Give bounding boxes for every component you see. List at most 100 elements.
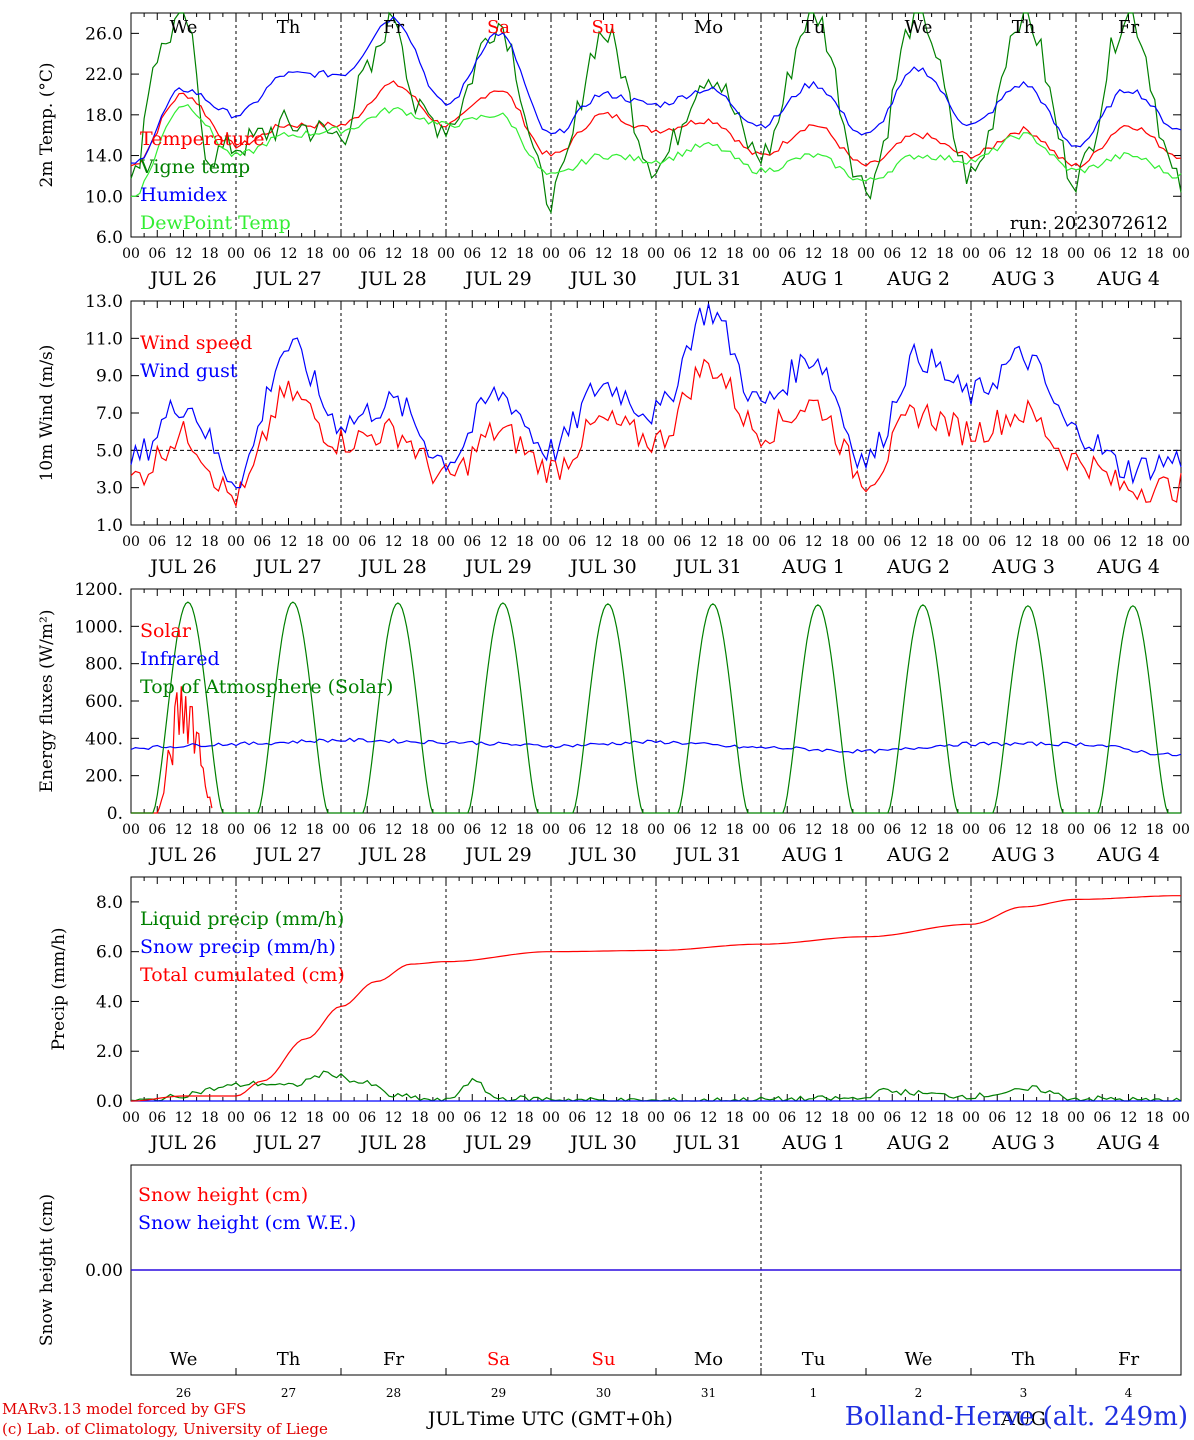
hour-label: 12: [1015, 822, 1033, 838]
hour-label: 00: [332, 822, 350, 838]
hour-label: 12: [280, 822, 298, 838]
weekday-label: Mo: [694, 17, 723, 38]
weekday-label: Sa: [487, 17, 510, 38]
month-label: AUG: [1000, 1408, 1046, 1430]
weekday-label: Fr: [383, 17, 404, 38]
day-number-label: 26: [176, 1386, 191, 1400]
hour-label: 06: [883, 822, 901, 838]
legend-entry: Total cumulated (cm): [140, 964, 345, 986]
date-label: JUL 27: [253, 1132, 321, 1154]
hour-label: 12: [1015, 1110, 1033, 1126]
hour-label: 12: [490, 246, 508, 262]
hour-label: 18: [621, 246, 639, 262]
month-label: JUL: [426, 1408, 465, 1430]
series-line-top-of-atmosphere-solar-: [131, 601, 1181, 814]
hour-label: 12: [385, 246, 403, 262]
legend-entry: Wind speed: [140, 332, 252, 354]
legend-entry: Snow precip (mm/h): [140, 936, 336, 958]
day-number-label: 30: [596, 1386, 611, 1400]
hour-label: 06: [358, 246, 376, 262]
day-number-label: 1: [810, 1386, 818, 1400]
date-label: JUL 31: [673, 844, 741, 866]
hour-label: 18: [1146, 822, 1164, 838]
hour-label: 00: [542, 1110, 560, 1126]
legend-entry: Top of Atmosphere (Solar): [140, 676, 393, 698]
hour-label: 12: [700, 534, 718, 550]
hour-label: 06: [358, 1110, 376, 1126]
hour-label: 12: [805, 246, 823, 262]
y-tick-label: 800.: [85, 655, 123, 675]
hour-label: 00: [122, 534, 140, 550]
date-label: AUG 4: [1096, 556, 1160, 578]
hour-label: 12: [1015, 534, 1033, 550]
hour-label: 12: [385, 534, 403, 550]
hour-label: 18: [516, 246, 534, 262]
date-label: JUL 26: [148, 556, 216, 578]
hour-label: 00: [227, 1110, 245, 1126]
y-tick-label: 14.0: [85, 147, 123, 167]
legend-entry: Snow height (cm W.E.): [138, 1212, 356, 1234]
hour-label: 00: [647, 1110, 665, 1126]
hour-label: 00: [857, 822, 875, 838]
hour-label: 18: [411, 246, 429, 262]
date-label: AUG 3: [991, 556, 1055, 578]
legend-entry: Temperature: [140, 128, 264, 150]
date-label: AUG 3: [991, 844, 1055, 866]
hour-label: 12: [280, 246, 298, 262]
hour-label: 18: [831, 246, 849, 262]
hour-label: 06: [673, 1110, 691, 1126]
day-number-label: 4: [1125, 1386, 1133, 1400]
date-label: AUG 4: [1096, 844, 1160, 866]
date-label: JUL 26: [148, 1132, 216, 1154]
legend-entry: Solar: [140, 620, 192, 642]
hour-label: 00: [752, 1110, 770, 1126]
weekday-label: Sa: [487, 1349, 510, 1370]
y-tick-label: 8.0: [96, 893, 123, 913]
hour-label: 12: [910, 534, 928, 550]
date-label: JUL 26: [148, 844, 216, 866]
hour-label: 12: [175, 1110, 193, 1126]
hour-label: 00: [962, 1110, 980, 1126]
hour-label: 06: [568, 822, 586, 838]
panel-frame: [130, 588, 1182, 814]
hour-label: 18: [1041, 246, 1059, 262]
hour-label: 06: [463, 246, 481, 262]
hour-label: 12: [595, 246, 613, 262]
hour-label: 06: [883, 246, 901, 262]
hour-label: 06: [673, 246, 691, 262]
legend-entry: Humidex: [140, 184, 227, 206]
hour-label: 06: [883, 1110, 901, 1126]
hour-label: 00: [437, 1110, 455, 1126]
hour-label: 06: [988, 1110, 1006, 1126]
hour-label: 12: [700, 822, 718, 838]
weekday-label: Fr: [383, 1349, 404, 1370]
hour-label: 00: [1172, 1110, 1190, 1126]
hour-label: 12: [805, 534, 823, 550]
x-axis-label: Time UTC (GMT+0h): [467, 1408, 673, 1430]
hour-label: 00: [227, 246, 245, 262]
date-label: JUL 31: [673, 556, 741, 578]
weekday-label: Th: [1012, 17, 1036, 38]
date-label: AUG 2: [886, 556, 950, 578]
hour-label: 12: [1120, 534, 1138, 550]
day-number-label: 29: [491, 1386, 506, 1400]
hour-label: 06: [1093, 1110, 1111, 1126]
date-label: AUG 2: [886, 268, 950, 290]
date-label: JUL 26: [148, 268, 216, 290]
hour-label: 12: [910, 1110, 928, 1126]
date-label: AUG 1: [781, 844, 845, 866]
date-label: JUL 30: [568, 556, 636, 578]
date-label: JUL 29: [463, 268, 531, 290]
weekday-label: We: [170, 1349, 198, 1370]
hour-label: 00: [647, 534, 665, 550]
hour-label: 00: [227, 822, 245, 838]
hour-label: 06: [568, 1110, 586, 1126]
hour-label: 18: [936, 246, 954, 262]
y-tick-label: 26.0: [85, 24, 123, 44]
date-label: JUL 28: [358, 844, 426, 866]
hour-label: 06: [358, 534, 376, 550]
hour-label: 12: [1120, 246, 1138, 262]
hour-label: 00: [962, 822, 980, 838]
run-label: run: 2023072612: [1010, 213, 1168, 234]
hour-label: 00: [647, 246, 665, 262]
